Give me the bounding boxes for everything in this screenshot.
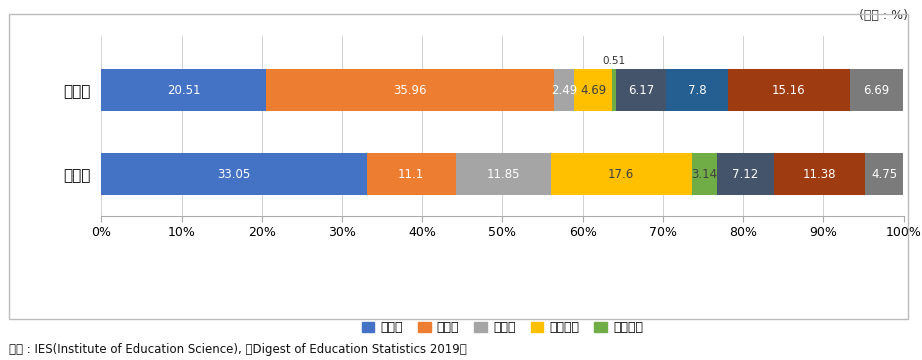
Text: 11.38: 11.38	[803, 168, 836, 181]
Bar	[554, 69, 574, 111]
Text: 33.05: 33.05	[218, 168, 251, 181]
Text: 출처 : IES(Institute of Education Science), 』Digest of Education Statistics 2019』: 출처 : IES(Institute of Education Science)…	[9, 343, 467, 356]
Bar	[866, 153, 904, 195]
Text: 3.14: 3.14	[692, 168, 717, 181]
Text: 17.6: 17.6	[609, 168, 634, 181]
Text: 20.51: 20.51	[167, 84, 200, 97]
Bar	[728, 69, 850, 111]
Bar	[101, 153, 367, 195]
Text: 2.49: 2.49	[551, 84, 577, 97]
Text: 4.75: 4.75	[871, 168, 897, 181]
Bar	[574, 69, 612, 111]
Bar	[367, 153, 455, 195]
Text: 11.85: 11.85	[486, 168, 520, 181]
Bar	[717, 153, 774, 195]
Text: 7.8: 7.8	[688, 84, 706, 97]
Bar	[612, 69, 616, 111]
Bar	[101, 69, 266, 111]
Text: 6.17: 6.17	[628, 84, 654, 97]
Text: 11.1: 11.1	[398, 168, 424, 181]
Bar	[774, 153, 866, 195]
Text: 15.16: 15.16	[772, 84, 806, 97]
Text: 7.12: 7.12	[732, 168, 759, 181]
Bar	[692, 153, 717, 195]
Bar	[550, 153, 692, 195]
Bar	[616, 69, 666, 111]
Bar	[666, 69, 728, 111]
Bar	[850, 69, 904, 111]
Text: 0.51: 0.51	[602, 56, 626, 66]
Text: 4.69: 4.69	[580, 84, 607, 97]
Text: (단위 : %): (단위 : %)	[859, 9, 908, 22]
Text: 35.96: 35.96	[394, 84, 427, 97]
Bar	[266, 69, 554, 111]
Bar	[455, 153, 550, 195]
Text: 6.69: 6.69	[863, 84, 890, 97]
